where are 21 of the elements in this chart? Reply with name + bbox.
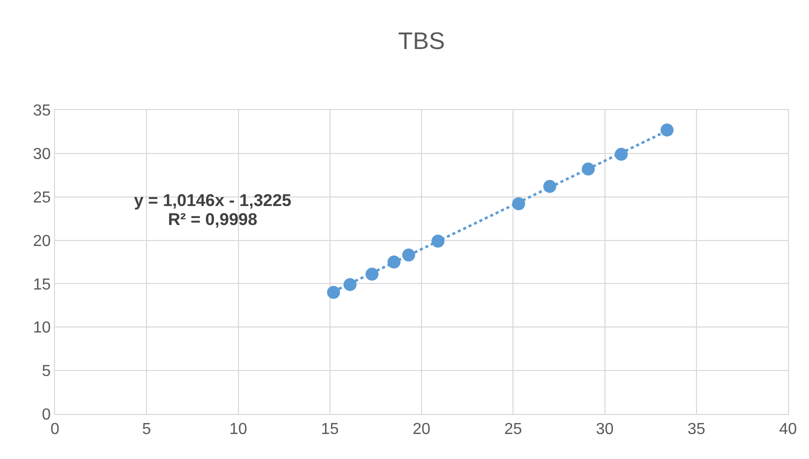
x-tick-label: 20	[412, 421, 430, 438]
y-tick-label: 30	[33, 146, 51, 164]
x-tick-label: 30	[596, 421, 614, 438]
x-tick-label: 40	[779, 421, 797, 438]
y-tick-label: 0	[42, 406, 51, 424]
x-tick-label: 15	[320, 421, 339, 438]
point	[327, 286, 340, 299]
y-tick-label: 35	[33, 102, 51, 120]
point	[660, 123, 674, 136]
x-tick-label: 5	[142, 421, 152, 438]
y-tick-label: 20	[33, 232, 51, 250]
y-tick-label: 10	[33, 320, 51, 337]
annotation: y = 1,0146x - 1,3225	[134, 191, 292, 210]
y-tick-label: 25	[33, 189, 51, 206]
y-tick-label: 5	[42, 363, 51, 380]
x-tick-label: 35	[687, 421, 706, 438]
x-tick-label: 10	[229, 421, 248, 438]
y-tick-label: 15	[33, 276, 51, 294]
chart-title: TBS	[398, 28, 445, 55]
x-tick-label: 25	[504, 421, 522, 438]
annotation: R² = 0,9998	[168, 210, 258, 229]
